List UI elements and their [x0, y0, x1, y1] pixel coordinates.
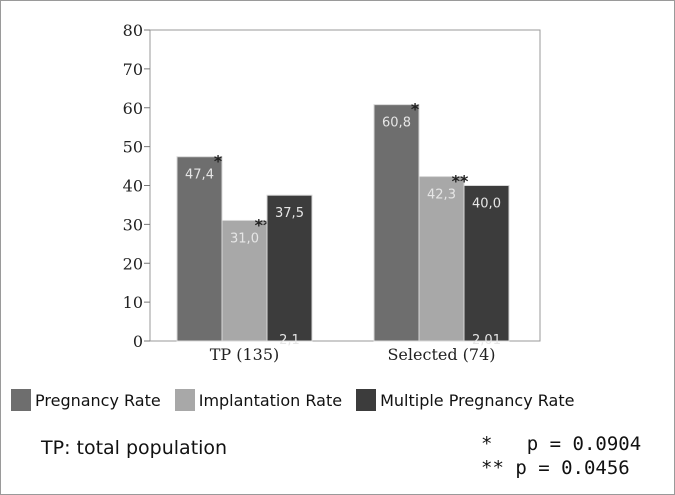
- legend-item-implantation: Implantation Rate: [174, 389, 343, 411]
- y-tick-label: 50: [123, 138, 143, 157]
- bar-pregnancy: [373, 104, 420, 342]
- legend-label-pregnancy: Pregnancy Rate: [35, 390, 161, 410]
- y-tick-label: 70: [123, 60, 143, 79]
- legend-swatch-pregnancy: [11, 389, 31, 411]
- y-tick-label: 0: [133, 332, 143, 351]
- bar-implantation: [418, 176, 465, 342]
- p-values: * p = 0.0904 ** p = 0.0456: [481, 432, 641, 480]
- data-label: 40,0: [472, 197, 501, 212]
- bar-multiple: [463, 185, 510, 342]
- significance-mark: *: [411, 100, 420, 119]
- p-value-single: * p = 0.0904: [481, 433, 642, 455]
- category-label: TP (135): [210, 345, 280, 364]
- legend-item-multiple: Multiple Pregnancy Rate: [356, 389, 574, 411]
- base-label: 2,1: [279, 333, 300, 348]
- y-tick-label: 30: [123, 215, 143, 234]
- data-label: 42,3: [427, 188, 456, 203]
- y-tick-label: 10: [123, 293, 143, 312]
- bar-multiple: [266, 194, 313, 342]
- significance-mark: *: [214, 152, 223, 171]
- data-label: 47,4: [185, 168, 214, 183]
- legend-swatch-multiple: [356, 389, 377, 411]
- legend-label-multiple: Multiple Pregnancy Rate: [380, 390, 575, 410]
- data-label: 31,0: [230, 231, 259, 246]
- base-label: 2,01: [472, 333, 501, 348]
- population-note: TP: total population: [41, 437, 228, 459]
- bar-pregnancy: [176, 156, 223, 342]
- data-label: 60,8: [382, 116, 411, 131]
- y-tick-label: 40: [123, 177, 143, 196]
- p-value-double: ** p = 0.0456: [481, 457, 630, 479]
- category-label: Selected (74): [387, 345, 495, 364]
- legend-swatch-implantation: [174, 389, 195, 411]
- legend-item-pregnancy: Pregnancy Rate: [11, 389, 161, 411]
- legend-label-implantation: Implantation Rate: [198, 390, 343, 410]
- y-tick-label: 20: [123, 254, 143, 273]
- y-tick-label: 80: [123, 21, 143, 40]
- data-label: 37,5: [275, 206, 304, 221]
- legend: Pregnancy Rate Implantation Rate Multipl…: [11, 389, 588, 411]
- y-tick-label: 60: [123, 99, 143, 118]
